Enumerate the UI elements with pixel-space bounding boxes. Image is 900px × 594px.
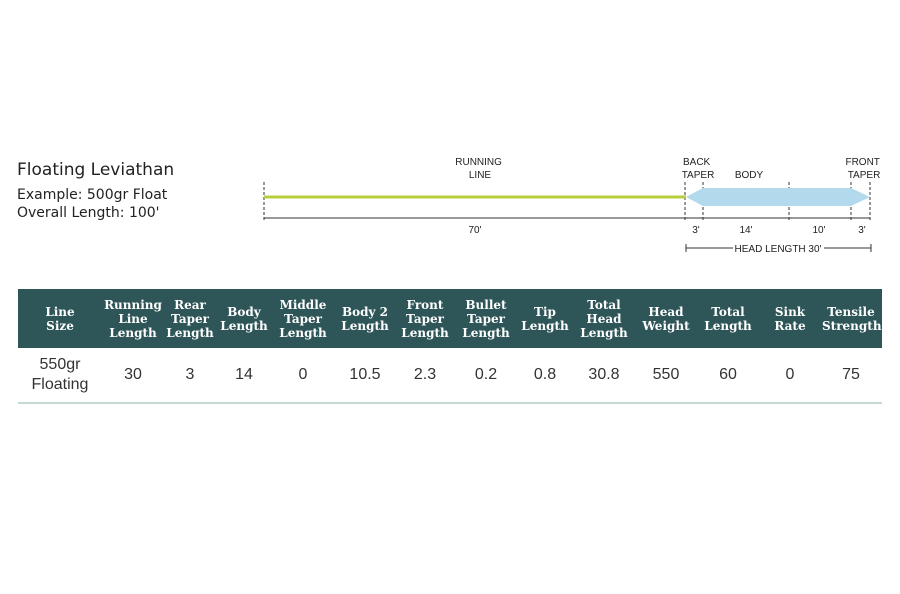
front-taper-label: FRONT TAPER bbox=[845, 157, 882, 181]
body-length: 14' bbox=[739, 225, 752, 236]
table-cell-value: 0 bbox=[298, 366, 308, 383]
table-cell-value: 3 bbox=[185, 366, 195, 383]
column-header-label: Line Size bbox=[45, 304, 75, 333]
column-header-label: Tensile Strength bbox=[822, 304, 882, 333]
running-line-length: 70' bbox=[468, 225, 481, 236]
column-header: Bullet Taper Length bbox=[454, 289, 518, 348]
column-header-label: Body Length bbox=[220, 304, 268, 333]
table-cell: 0.8 bbox=[518, 348, 572, 404]
column-header: Middle Taper Length bbox=[272, 289, 334, 348]
specs-table: Line Size Running Line Length Rear Taper L… bbox=[18, 289, 882, 404]
back-taper-label: BACK TAPER bbox=[682, 157, 715, 181]
table-cell-value: 0.8 bbox=[533, 366, 557, 383]
table-cell: 75 bbox=[820, 348, 882, 404]
table-cell-value: 30 bbox=[124, 366, 142, 383]
table-header-row: Line Size Running Line Length Rear Taper L… bbox=[18, 289, 882, 348]
column-header-label: Total Head Length bbox=[580, 297, 628, 340]
overall-length-text: Overall Length: 100' bbox=[17, 205, 160, 221]
table-cell: 30 bbox=[102, 348, 164, 404]
example-text: Example: 500gr Float bbox=[17, 187, 168, 203]
table-cell: 0 bbox=[760, 348, 820, 404]
table-row: 550gr Floating 30 3 14 0 10.5 2.3 0.2 0.8 30.8 550… bbox=[18, 348, 882, 404]
table-cell-value: 30.8 bbox=[588, 366, 620, 383]
running-line-label-1: RUNNING bbox=[455, 157, 502, 168]
table-cell: 2.3 bbox=[396, 348, 454, 404]
column-header: Tip Length bbox=[518, 289, 572, 348]
column-header: Front Taper Length bbox=[396, 289, 454, 348]
column-header-label: Rear Taper Length bbox=[166, 297, 214, 340]
head-length-label: HEAD LENGTH 30' bbox=[735, 244, 822, 255]
table-cell: 60 bbox=[696, 348, 760, 404]
column-header: Sink Rate bbox=[760, 289, 820, 348]
table-cell: 0.2 bbox=[454, 348, 518, 404]
table-cell: 0 bbox=[272, 348, 334, 404]
table-cell-value: 0 bbox=[785, 366, 795, 383]
table-cell-value: 0.2 bbox=[474, 366, 498, 383]
column-header: Running Line Length bbox=[102, 289, 164, 348]
column-header: Body Length bbox=[216, 289, 272, 348]
front-taper-label-1: FRONT bbox=[845, 157, 879, 168]
column-header: Head Weight bbox=[636, 289, 696, 348]
column-header-label: Body 2 Length bbox=[341, 304, 389, 333]
column-header-label: Sink Rate bbox=[774, 304, 806, 333]
table-cell-value: 60 bbox=[719, 366, 737, 383]
table-cell-value: 550gr Floating bbox=[31, 356, 89, 393]
column-header-label: Front Taper Length bbox=[401, 297, 449, 340]
running-line-label: RUNNING LINE bbox=[455, 157, 504, 181]
column-header: Line Size bbox=[18, 289, 102, 348]
column-header-label: Running Line Length bbox=[104, 297, 162, 340]
head-segment bbox=[686, 188, 870, 206]
table-cell-value: 14 bbox=[235, 366, 253, 383]
back-taper-length: 3' bbox=[692, 225, 700, 236]
table-cell-value: 10.5 bbox=[349, 366, 381, 383]
column-header: Total Head Length bbox=[572, 289, 636, 348]
table-cell-value: 550 bbox=[652, 366, 680, 383]
front-taper-length: 3' bbox=[858, 225, 866, 236]
front-taper-label-2: TAPER bbox=[848, 170, 881, 181]
column-header: Tensile Strength bbox=[820, 289, 882, 348]
table-cell-value: 2.3 bbox=[413, 366, 437, 383]
product-title: Floating Leviathan bbox=[17, 160, 175, 180]
head-length-dimension bbox=[685, 244, 872, 252]
table-cell: 14 bbox=[216, 348, 272, 404]
column-header-label: Head Weight bbox=[642, 304, 690, 333]
body2-length: 10' bbox=[812, 225, 825, 236]
column-header-label: Middle Taper Length bbox=[279, 297, 327, 340]
table-cell: 30.8 bbox=[572, 348, 636, 404]
column-header-label: Total Length bbox=[704, 304, 752, 333]
table-cell: 10.5 bbox=[334, 348, 396, 404]
table-cell: 550 bbox=[636, 348, 696, 404]
column-header: Rear Taper Length bbox=[164, 289, 216, 348]
column-header-label: Bullet Taper Length bbox=[462, 297, 510, 340]
running-line-label-2: LINE bbox=[469, 170, 492, 181]
column-header: Body 2 Length bbox=[334, 289, 396, 348]
column-header: Total Length bbox=[696, 289, 760, 348]
table-cell: 3 bbox=[164, 348, 216, 404]
line-taper-diagram: RUNNING LINE BACK TAPER BODY FRONT TAPER… bbox=[263, 157, 882, 255]
back-taper-label-1: BACK bbox=[683, 157, 711, 168]
table-cell: 550gr Floating bbox=[18, 348, 102, 404]
back-taper-label-2: TAPER bbox=[682, 170, 715, 181]
table-cell-value: 75 bbox=[842, 366, 860, 383]
body-label: BODY bbox=[735, 170, 764, 181]
column-header-label: Tip Length bbox=[521, 304, 569, 333]
